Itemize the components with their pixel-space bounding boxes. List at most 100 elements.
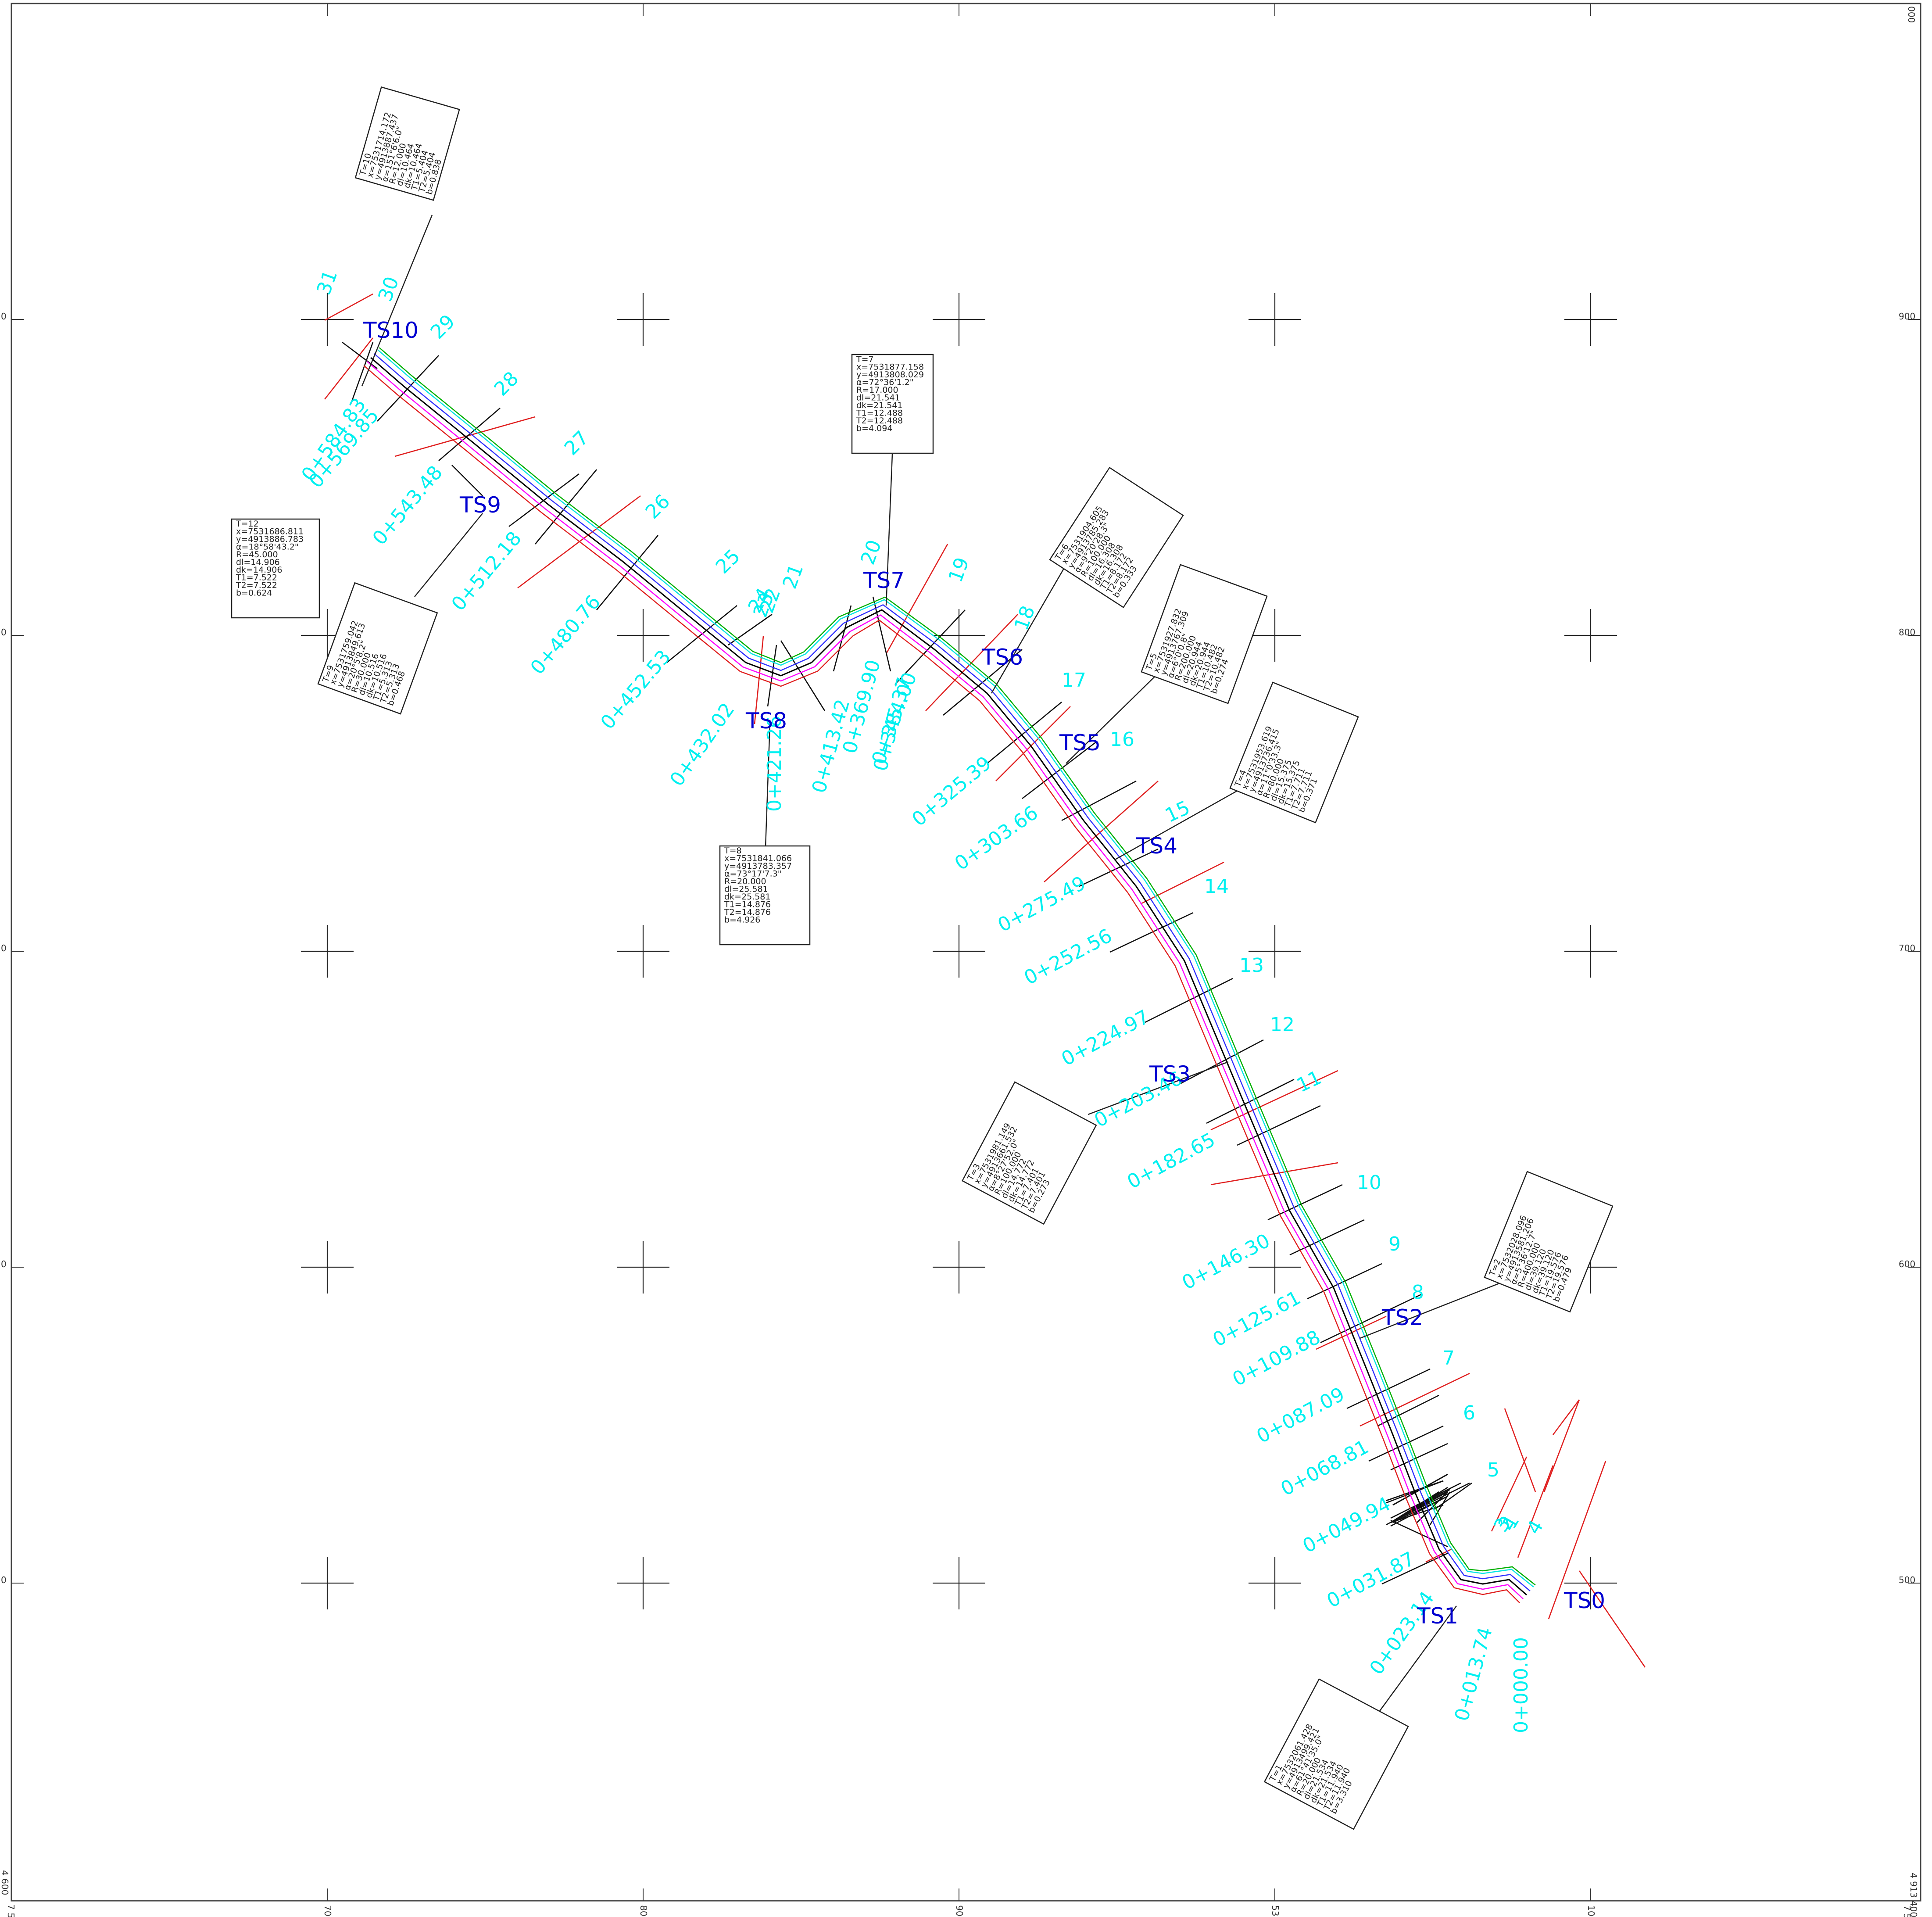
curve-note-3: T=3x=7531981.149y=4913661.532α=8°27'52.0… <box>962 1082 1096 1224</box>
coord-label-bottom: 800 <box>638 1905 649 1917</box>
coord-label-left: 0 <box>1 627 7 638</box>
curve-note-line: b=4.094 <box>856 424 892 434</box>
coord-label-right: 800 <box>1899 627 1915 638</box>
profile-number: 5 <box>1487 1459 1499 1481</box>
curve-note-6: T=6x=7531904.605y=4913785.283α=9°20'28.3… <box>1050 468 1183 608</box>
curve-note-5: T=5x=7531927.832y=4913767.309α=6°0'0.8"R… <box>1141 565 1267 703</box>
ts-label: TS9 <box>459 492 501 518</box>
ts-label: TS7 <box>863 568 905 593</box>
station-label: 0+303.66 <box>951 802 1042 875</box>
station-label: 0+275.49 <box>994 872 1089 937</box>
coord-label-right: 600 <box>1899 1259 1915 1269</box>
cross-section-line <box>1505 1408 1535 1492</box>
profile-number: 26 <box>641 490 675 523</box>
station-label: 0+013.74 <box>1450 1625 1497 1724</box>
profile-number: 8 <box>1412 1281 1424 1304</box>
profile-number: 28 <box>490 367 523 401</box>
station-label: 0+252.56 <box>1020 924 1116 989</box>
coord-label-left: 0 <box>1 1575 7 1585</box>
cross-section-line <box>1553 1400 1579 1435</box>
profile-number: 9 <box>1388 1233 1401 1255</box>
curve-note-line: b=4.926 <box>724 915 760 925</box>
curve-note-8: T=8x=7531841.066y=4913783.357α=73°17'7.3… <box>720 846 810 945</box>
cross-section-line <box>325 294 373 320</box>
curve-note-2: T=2x=7532028.096y=4913581.206α=5°36'12.7… <box>1485 1172 1613 1312</box>
coord-label-top-right: 000 <box>1906 6 1917 23</box>
profile-number: 10 <box>1357 1172 1381 1194</box>
profile-number: 25 <box>712 545 745 578</box>
coord-label-bottom: 900 <box>954 1905 965 1917</box>
profile-number: 27 <box>560 426 594 460</box>
profile-number: 30 <box>374 274 403 305</box>
curve-note-9: T=9x=7531759.042y=4913849.613α=20°5'8.2"… <box>318 583 437 714</box>
cross-section-line <box>1377 1395 1439 1426</box>
coord-label-left: 0 <box>1 943 7 953</box>
ts-label: TS10 <box>363 318 419 343</box>
ts-label: TS3 <box>1149 1061 1191 1087</box>
frame-ticks <box>11 4 1921 1901</box>
cross-section-line <box>1426 1549 1452 1562</box>
road-edge-line <box>378 350 1534 1587</box>
road-edge-line <box>374 354 1530 1591</box>
cross-section-line <box>1579 1571 1645 1667</box>
profile-number: 20 <box>856 537 886 568</box>
station-label: 0+087.09 <box>1253 1383 1348 1448</box>
coord-label-left: 4 600 <box>0 1870 10 1895</box>
station-label: 0+023.14 <box>1365 1587 1438 1679</box>
coord-label-bottom: 7 532 200 <box>1902 1905 1912 1917</box>
coord-label-right: 900 <box>1899 311 1915 322</box>
cross-section-line <box>1391 1520 1448 1547</box>
profile-number: 7 <box>1442 1347 1455 1369</box>
profile-number: 14 <box>1204 875 1229 898</box>
curve-note-line: b=0.624 <box>236 588 272 598</box>
curve-note-12: T=12x=7531686.811y=4913886.783α=18°58'43… <box>232 519 319 618</box>
coord-label-left: 0 <box>1 1259 7 1269</box>
ts-label: TS4 <box>1136 833 1177 859</box>
coord-label-right: 700 <box>1899 943 1915 953</box>
cross-section-line <box>781 641 825 711</box>
station-label: 0+000.00 <box>1510 1637 1532 1733</box>
station-label: 0+224.97 <box>1058 1006 1153 1071</box>
cross-section-line <box>1268 1185 1342 1220</box>
drawing-frame <box>11 4 1921 1901</box>
road-centerline <box>371 358 1527 1595</box>
cross-section-line <box>1044 781 1158 882</box>
road-edge-line <box>379 348 1535 1585</box>
profile-number: 21 <box>778 561 808 592</box>
grid-crosses <box>301 293 1617 1609</box>
profile-number: 16 <box>1110 728 1134 751</box>
ts-label: TS5 <box>1059 730 1101 756</box>
profile-number: 11 <box>1293 1066 1325 1097</box>
profile-number: 17 <box>1062 669 1086 692</box>
station-label: 0+480.76 <box>526 591 605 679</box>
profile-number: 18 <box>1010 603 1039 634</box>
tangent-point-labels: TS0 TS1 TS2 TS3 TS4 TS5 TS6 TS7 TS8 TS9 … <box>363 318 1605 1629</box>
station-labels: 0+000.00 0+013.74 0+023.14 0+031.87 0+04… <box>297 394 1532 1733</box>
station-label: 0+031.87 <box>1323 1548 1418 1612</box>
station-label: 0+182.65 <box>1123 1129 1219 1193</box>
station-label: 0+432.02 <box>665 699 739 791</box>
ts-label: TS8 <box>745 708 787 734</box>
profile-number: 19 <box>944 555 973 585</box>
curve-note-10: T=10x=7531714.172y=4913887.437α=151°6'6.… <box>355 87 459 200</box>
coord-label-bottom: 100 <box>1586 1905 1596 1917</box>
profile-number: 13 <box>1239 954 1264 977</box>
coord-label-right: 500 <box>1899 1575 1915 1585</box>
cross-sections <box>325 294 1645 1667</box>
station-label: 0+068.81 <box>1277 1436 1372 1501</box>
station-label: 0+325.39 <box>908 752 995 831</box>
cross-section-line <box>1518 1466 1553 1558</box>
profile-number: 12 <box>1270 1014 1295 1036</box>
profile-number: 15 <box>1162 796 1193 827</box>
cross-section-line <box>886 544 948 654</box>
profile-number: 31 <box>312 267 342 298</box>
coord-label-bottom: 532 000 <box>1270 1905 1281 1917</box>
station-label: 0+543.48 <box>368 462 447 549</box>
road-alignment <box>364 348 1535 1603</box>
station-label: 0+512.18 <box>447 527 526 615</box>
coord-label-left: 0 <box>1 311 7 322</box>
cross-section-line <box>452 465 483 496</box>
road-edge-line <box>364 365 1520 1603</box>
profile-number: 6 <box>1463 1402 1475 1424</box>
